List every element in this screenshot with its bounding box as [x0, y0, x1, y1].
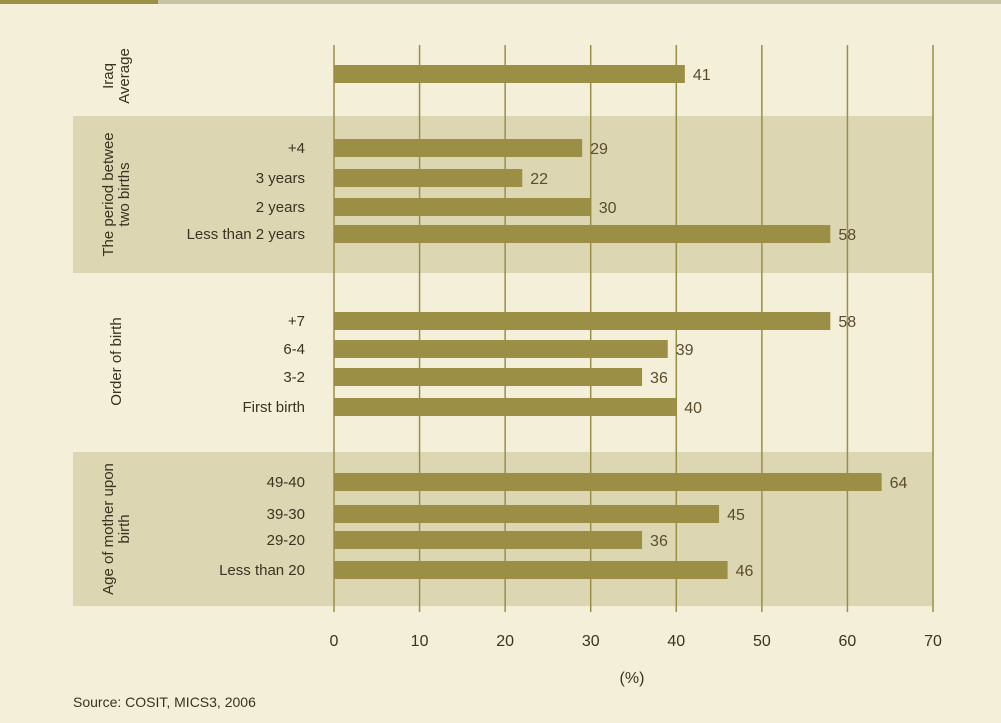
value-label: 58	[838, 314, 856, 331]
group-label: Order of birth	[108, 317, 125, 405]
category-label: Less than 2 years	[187, 226, 305, 243]
bar	[334, 139, 583, 157]
value-label: 40	[684, 400, 702, 417]
tick-label: 20	[496, 633, 514, 650]
tick-label: 50	[753, 633, 771, 650]
category-label: 2 years	[256, 199, 305, 216]
group-label: IraqAverage	[100, 48, 133, 104]
tick-label: 30	[582, 633, 600, 650]
bar	[334, 312, 831, 330]
header-accent	[0, 0, 158, 4]
value-label: 46	[736, 563, 754, 580]
value-label: 22	[530, 171, 548, 188]
bar	[334, 473, 882, 491]
bar	[334, 169, 523, 187]
bar	[334, 505, 720, 523]
category-label: 49-40	[267, 474, 305, 491]
bar	[334, 65, 685, 83]
value-label: 41	[693, 67, 711, 84]
category-label: 6-4	[283, 341, 305, 358]
tick-label: 60	[839, 633, 857, 650]
category-label: Less than 20	[219, 562, 305, 579]
bar	[334, 368, 643, 386]
value-label: 29	[590, 141, 608, 158]
tick-label: 70	[924, 633, 942, 650]
x-axis-label: (%)	[620, 670, 645, 687]
category-label: +4	[288, 140, 305, 157]
bar	[334, 198, 591, 216]
bar	[334, 398, 677, 416]
bar	[334, 561, 728, 579]
category-label: 3 years	[256, 170, 305, 187]
category-label: First birth	[242, 399, 305, 416]
category-label: 29-20	[267, 532, 305, 549]
group-label: Age of mother uponbirth	[100, 463, 133, 595]
bar	[334, 340, 668, 358]
source-note: Source: COSIT, MICS3, 2006	[73, 694, 256, 710]
value-label: 64	[890, 475, 908, 492]
category-label: +7	[288, 313, 305, 330]
category-label: 39-30	[267, 506, 305, 523]
tick-label: 40	[667, 633, 685, 650]
bar	[334, 225, 831, 243]
group-label: The period betweetwo births	[100, 132, 133, 256]
value-label: 58	[838, 227, 856, 244]
value-label: 45	[727, 507, 745, 524]
value-label: 36	[650, 533, 668, 550]
value-label: 30	[599, 200, 617, 217]
tick-label: 0	[330, 633, 339, 650]
category-label: 3-2	[283, 369, 305, 386]
value-label: 36	[650, 370, 668, 387]
tick-label: 10	[411, 633, 429, 650]
bar	[334, 531, 643, 549]
value-label: 39	[676, 342, 694, 359]
header-rule	[0, 0, 1001, 4]
